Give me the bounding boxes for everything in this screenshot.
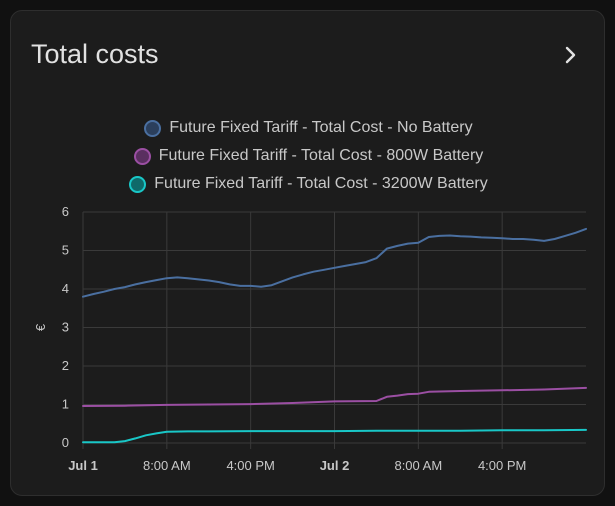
y-tick-label: 0 [62, 435, 69, 450]
y-tick-label: 4 [62, 281, 69, 296]
y-tick-label: 1 [62, 397, 69, 412]
legend-swatch-no-battery [144, 119, 162, 137]
legend-label-800w-battery: Future Fixed Tariff - Total Cost - 800W … [158, 147, 484, 164]
x-tick-label: 4:00 PM [478, 458, 526, 473]
line-chart: 0 1 2 3 4 5 6 Jul 1 8:00 AM 4:00 PM Jul 2 8:00 AM 4… [33, 204, 587, 473]
chart-legend: Future Fixed Tariff - Total Cost - No Ba… [11, 114, 606, 198]
chevron-right-icon [565, 46, 576, 64]
y-tick-label: 5 [62, 243, 69, 258]
legend-item-3200w-battery[interactable]: Future Fixed Tariff - Total Cost - 3200W… [11, 170, 606, 198]
y-axis-ticks: 0 1 2 3 4 5 6 [62, 204, 69, 450]
series-line-0[interactable] [82, 227, 587, 298]
legend-item-no-battery[interactable]: Future Fixed Tariff - Total Cost - No Ba… [11, 114, 606, 142]
x-tick-label: Jul 2 [320, 458, 350, 473]
x-axis-ticks: Jul 1 8:00 AM 4:00 PM Jul 2 8:00 AM 4:00 PM [68, 458, 526, 473]
legend-item-800w-battery[interactable]: Future Fixed Tariff - Total Cost - 800W … [11, 142, 606, 170]
legend-swatch-3200w-battery [129, 175, 147, 193]
series-line-2[interactable] [82, 428, 587, 444]
x-tick-label: 4:00 PM [226, 458, 274, 473]
x-tick-label: 8:00 AM [394, 458, 442, 473]
more-info-button[interactable] [558, 43, 582, 67]
y-tick-label: 3 [62, 320, 69, 335]
chart-grid [82, 211, 586, 449]
legend-label-3200w-battery: Future Fixed Tariff - Total Cost - 3200W… [154, 175, 488, 192]
y-tick-label: 6 [62, 204, 69, 219]
total-costs-card: Total costs Future Fixed Tariff - Total … [10, 10, 605, 496]
chart-series [82, 227, 587, 444]
card-title: Total costs [31, 39, 159, 69]
y-axis-title: € [33, 323, 48, 331]
x-tick-label: 8:00 AM [143, 458, 191, 473]
series-line-1[interactable] [82, 386, 587, 407]
legend-swatch-800w-battery [133, 147, 151, 165]
legend-label-no-battery: Future Fixed Tariff - Total Cost - No Ba… [169, 119, 473, 136]
y-tick-label: 2 [62, 358, 69, 373]
x-tick-label: Jul 1 [68, 458, 98, 473]
